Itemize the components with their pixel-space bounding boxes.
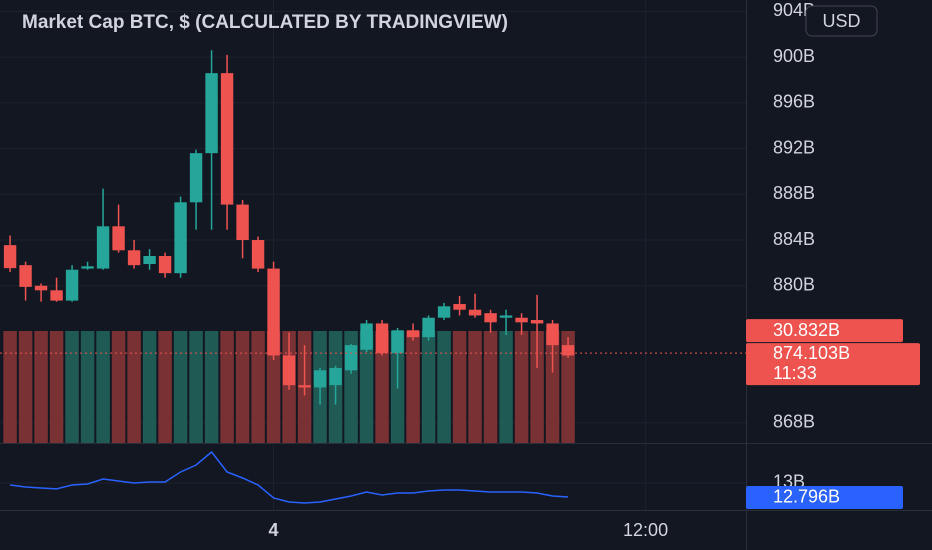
candle-body <box>127 250 141 266</box>
candle-body <box>251 240 265 269</box>
candle-body <box>406 330 420 338</box>
volume-bar <box>421 331 436 443</box>
candle-body <box>391 330 404 354</box>
y-tick-label: 900B <box>773 46 815 66</box>
y-tick-label: 892B <box>773 137 815 157</box>
last-price-label: 874.103B <box>773 343 850 363</box>
volume-bar <box>3 331 17 443</box>
volume-bar <box>545 331 560 443</box>
currency-button[interactable] <box>805 5 878 37</box>
candle-body <box>50 290 63 301</box>
candle-body <box>3 245 17 269</box>
indicator-last-label: 12.796B <box>773 487 840 507</box>
candle-body <box>298 385 311 388</box>
candle-body <box>437 306 451 318</box>
volume-bar <box>158 331 172 443</box>
y-tick-label: 884B <box>773 229 815 249</box>
last-price-bg <box>746 343 920 386</box>
volume-bar <box>220 331 234 443</box>
candle-body <box>189 153 203 203</box>
y-tick-label: 904B <box>773 0 815 20</box>
candle-body <box>546 323 559 346</box>
candle-body <box>453 304 466 310</box>
countdown-label: 11:33 <box>773 363 817 383</box>
candle-body <box>267 268 280 356</box>
candle-body <box>313 370 327 388</box>
volume-bar <box>189 331 203 443</box>
volume-bar <box>437 331 451 443</box>
volume-bar <box>18 331 33 443</box>
y-tick-label: 880B <box>773 274 815 294</box>
volume-bar <box>468 331 482 443</box>
y-tick-label: 888B <box>773 183 815 203</box>
volume-bar <box>406 331 420 443</box>
volume-bar <box>452 331 467 443</box>
volume-bar <box>127 331 141 443</box>
x-tick-label: 12:00 <box>623 520 668 540</box>
volume-bar <box>80 331 95 443</box>
volume-bar <box>142 331 157 443</box>
volume-bar <box>359 331 374 443</box>
volume-bar <box>514 331 529 443</box>
candle-body <box>282 355 296 386</box>
volume-bar <box>375 331 389 443</box>
candle-body <box>375 323 389 354</box>
candle-body <box>329 368 342 386</box>
candle-body <box>205 73 218 154</box>
indicator-line <box>10 450 569 504</box>
volume-bar <box>111 331 126 443</box>
volume-bar <box>251 331 265 443</box>
volume-bar <box>49 331 64 443</box>
volume-bar <box>204 331 219 443</box>
volume-bar <box>173 331 188 443</box>
volume-bar <box>530 331 544 443</box>
volume-bar <box>96 331 110 443</box>
volume-bar <box>34 331 48 443</box>
candle-body <box>499 315 513 318</box>
candle-body <box>220 73 234 205</box>
candle-body <box>515 317 528 323</box>
candle-body <box>65 269 79 301</box>
y-tick-label: 896B <box>773 92 815 112</box>
main-pane <box>3 50 575 443</box>
candle-body <box>484 313 497 323</box>
x-tick-label: 4 <box>269 520 279 540</box>
candle-body <box>236 204 249 241</box>
indicator-pane <box>10 450 569 504</box>
volume-bar <box>65 331 79 443</box>
candle-body <box>96 226 110 269</box>
candle-body <box>174 202 187 274</box>
chart-title: Market Cap BTC, $ (CALCULATED BY TRADING… <box>22 12 508 33</box>
candle-body <box>81 266 94 269</box>
candle-body <box>360 323 373 350</box>
volume-label-bg <box>746 319 903 343</box>
candle-body <box>34 285 48 291</box>
candle-body <box>468 309 482 316</box>
candle-body <box>158 256 172 274</box>
y-tick-label: 868B <box>773 412 815 432</box>
indicator-last-bg <box>746 485 903 509</box>
candle-body <box>19 265 32 287</box>
candle-body <box>422 317 435 338</box>
volume-label: 30.832B <box>773 320 840 340</box>
currency-label[interactable]: USD <box>822 11 860 31</box>
candle-body <box>344 345 358 371</box>
candle-body <box>112 226 125 251</box>
volume-bar <box>483 331 498 443</box>
volume-bar <box>499 331 513 443</box>
candle-body <box>561 345 575 356</box>
volume-bar <box>235 331 250 443</box>
candle-body <box>530 320 544 324</box>
candle-body <box>143 256 156 265</box>
volume-bar <box>266 331 281 443</box>
volume-bar <box>561 331 575 443</box>
